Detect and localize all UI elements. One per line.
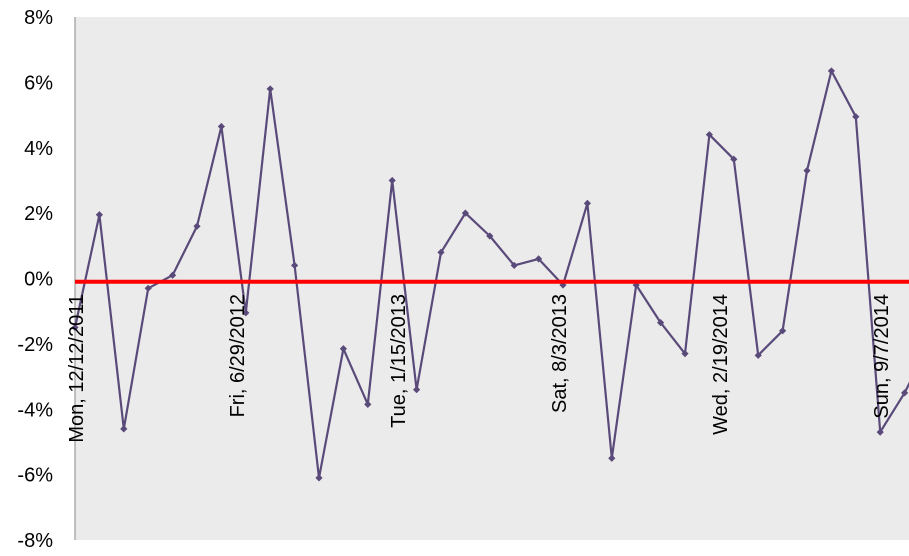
x-tick-label: Sat, 8/3/2013 bbox=[549, 294, 571, 413]
x-axis-ticks: Mon, 12/12/2011 Fri, 6/29/2012 Tue, 1/15/2… bbox=[66, 294, 893, 443]
y-tick-label: -8% bbox=[17, 530, 53, 552]
y-tick-label: 0% bbox=[24, 269, 53, 291]
y-tick-label: 4% bbox=[24, 138, 53, 160]
x-tick-label: Mon, 12/12/2011 bbox=[66, 294, 88, 443]
data-point bbox=[95, 211, 103, 219]
x-tick-label: Fri, 6/29/2012 bbox=[227, 294, 249, 417]
data-point bbox=[583, 199, 591, 207]
data-point bbox=[193, 222, 201, 230]
data-point bbox=[364, 400, 372, 408]
data-point bbox=[754, 351, 762, 359]
data-point bbox=[705, 131, 713, 139]
data-point bbox=[291, 261, 299, 270]
data-point bbox=[803, 167, 811, 175]
data-point bbox=[217, 122, 225, 131]
data-point bbox=[169, 271, 177, 279]
y-tick-label: -6% bbox=[17, 465, 53, 487]
data-point bbox=[730, 155, 738, 163]
data-point bbox=[388, 176, 396, 185]
data-point bbox=[852, 113, 860, 121]
data-point bbox=[486, 232, 494, 240]
data-point bbox=[559, 281, 567, 289]
data-point bbox=[144, 284, 152, 292]
plot-area bbox=[75, 17, 909, 540]
y-tick-label: 8% bbox=[24, 7, 53, 29]
data-point bbox=[339, 345, 347, 353]
x-tick-label: Wed, 2/19/2014 bbox=[710, 294, 732, 435]
data-point bbox=[461, 209, 469, 217]
data-point bbox=[657, 319, 665, 327]
data-point bbox=[681, 350, 689, 358]
data-point bbox=[827, 67, 835, 75]
data-point bbox=[779, 327, 787, 335]
data-point bbox=[632, 281, 640, 289]
data-point bbox=[242, 309, 250, 317]
data-point bbox=[315, 474, 323, 482]
y-tick-label: 6% bbox=[24, 72, 53, 94]
data-point bbox=[413, 386, 421, 394]
x-tick-label: Tue, 1/15/2013 bbox=[388, 294, 410, 428]
x-tick-label: Sun, 9/7/2014 bbox=[871, 294, 893, 419]
data-point bbox=[266, 85, 274, 93]
data-point bbox=[901, 389, 909, 397]
data-point bbox=[71, 323, 79, 332]
data-point bbox=[120, 425, 128, 433]
y-axis-ticks: 8% 6% 4% 2% 0% -2% -4% -6% -8% bbox=[17, 7, 53, 552]
data-point bbox=[510, 261, 518, 270]
data-point bbox=[535, 255, 543, 263]
y-tick-label: -2% bbox=[17, 334, 53, 356]
series-layer bbox=[71, 67, 909, 482]
data-point bbox=[876, 428, 884, 436]
y-tick-label: 2% bbox=[24, 203, 53, 225]
data-point bbox=[608, 454, 616, 462]
y-tick-label: -4% bbox=[17, 399, 53, 421]
data-point bbox=[437, 248, 445, 256]
